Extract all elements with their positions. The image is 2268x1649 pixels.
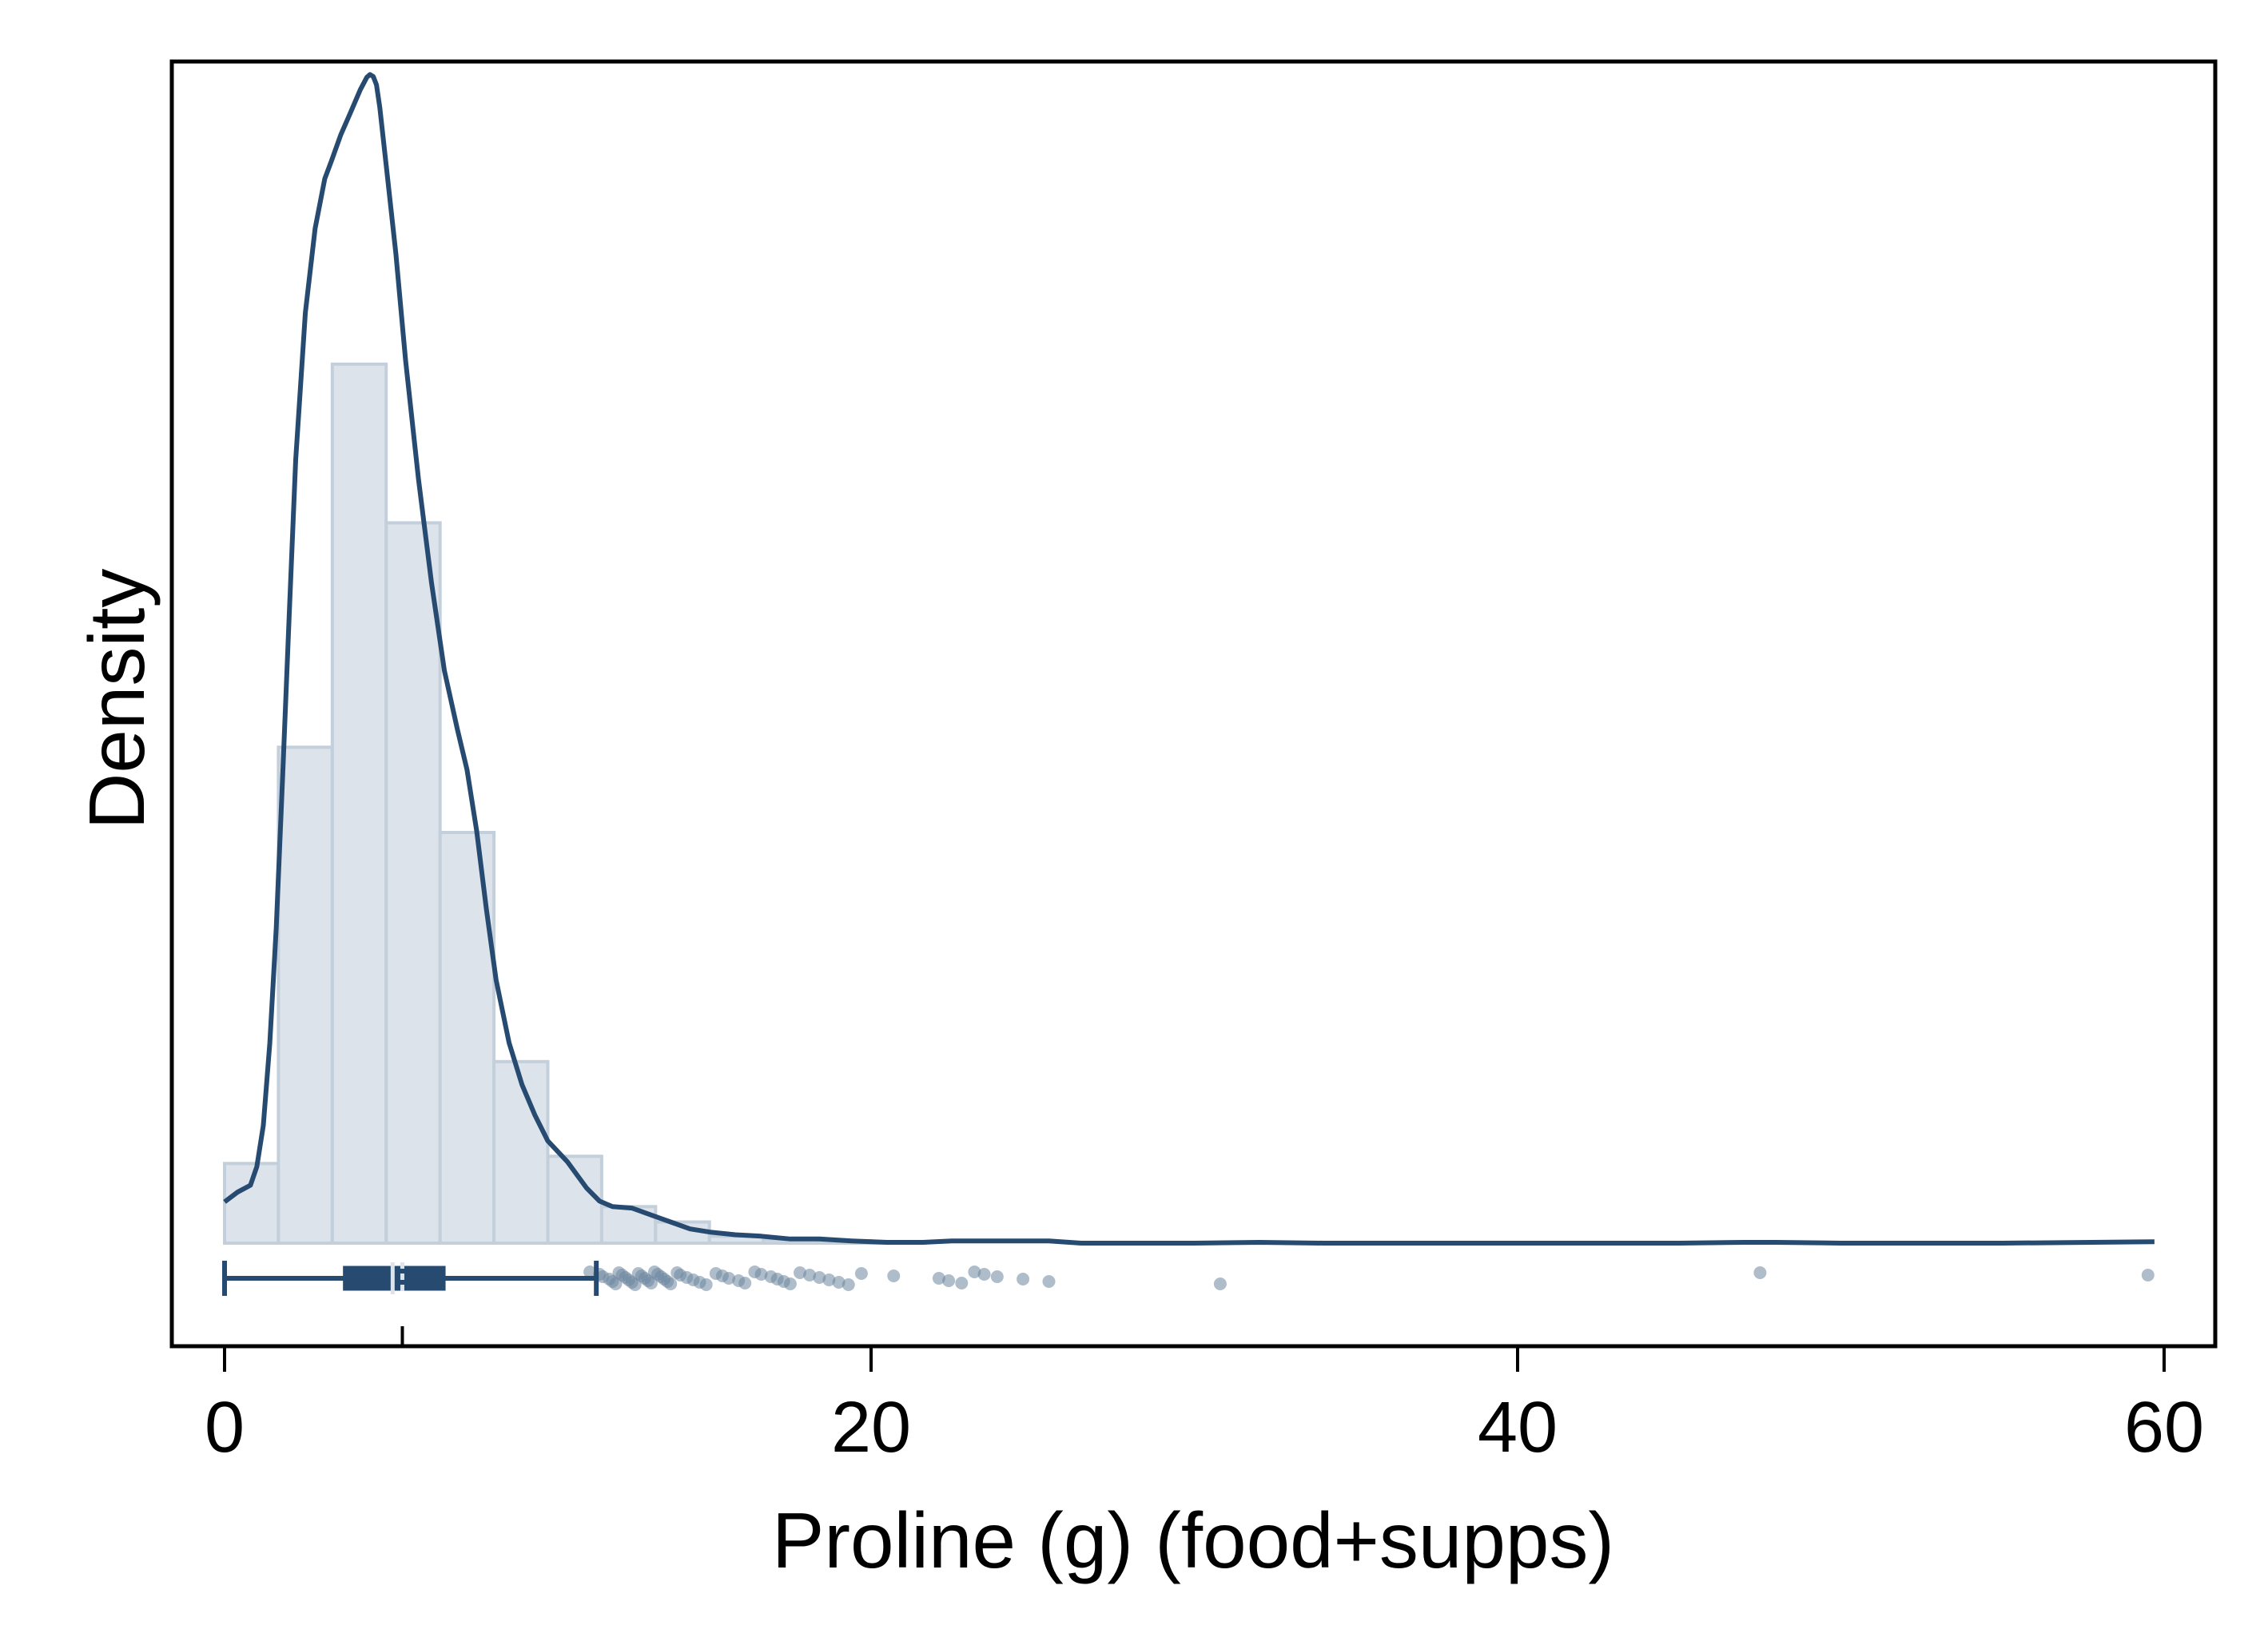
x-axis-title: Proline (g) (food+supps) [772,1496,1614,1584]
outlier-point [1213,1277,1227,1290]
outlier-point [754,1268,768,1281]
histogram-bar [330,362,388,1245]
density-curve [223,72,2155,1246]
histogram-bar [492,1059,550,1246]
outlier-point [609,1277,623,1290]
outlier-point [644,1277,658,1289]
y-axis-title: Density [73,569,161,830]
outlier-point [583,1266,597,1278]
outlier-point [854,1267,868,1280]
outlier-point [722,1272,735,1285]
outlier-point [887,1270,901,1282]
histogram-bar [438,831,496,1245]
outlier-point [794,1266,806,1279]
outlier-point [1753,1266,1767,1279]
outlier-point [832,1276,846,1289]
x-tick-label: 20 [831,1388,911,1468]
plot-frame [169,59,2218,1349]
outlier-point [664,1277,678,1290]
outlier-point [738,1277,752,1289]
outlier-point [842,1278,855,1291]
outlier-point [932,1272,945,1285]
boxplot [222,1261,599,1346]
outlier-point [803,1269,817,1281]
outlier-point [1042,1275,1056,1288]
histogram-bars [223,362,927,1246]
outlier-point [977,1268,991,1281]
outlier-point [968,1266,981,1278]
outlier-point [822,1274,836,1286]
histogram-bar [384,521,442,1245]
x-axis-ticks: 0 20 40 60 [205,1346,2204,1468]
outlier-point [955,1277,969,1289]
outlier-point [1017,1273,1030,1285]
x-tick-label: 40 [1478,1388,1558,1468]
outlier-point [990,1270,1004,1283]
x-tick-label: 60 [2124,1388,2204,1468]
histogram-bar [277,745,334,1245]
outlier-points [583,1266,2155,1291]
outlier-point [783,1277,797,1290]
outlier-point [942,1274,956,1287]
outlier-point [628,1278,642,1291]
outlier-point [699,1278,713,1291]
outlier-point [813,1271,826,1284]
outlier-point [2141,1269,2155,1281]
x-tick-label: 0 [205,1388,245,1468]
